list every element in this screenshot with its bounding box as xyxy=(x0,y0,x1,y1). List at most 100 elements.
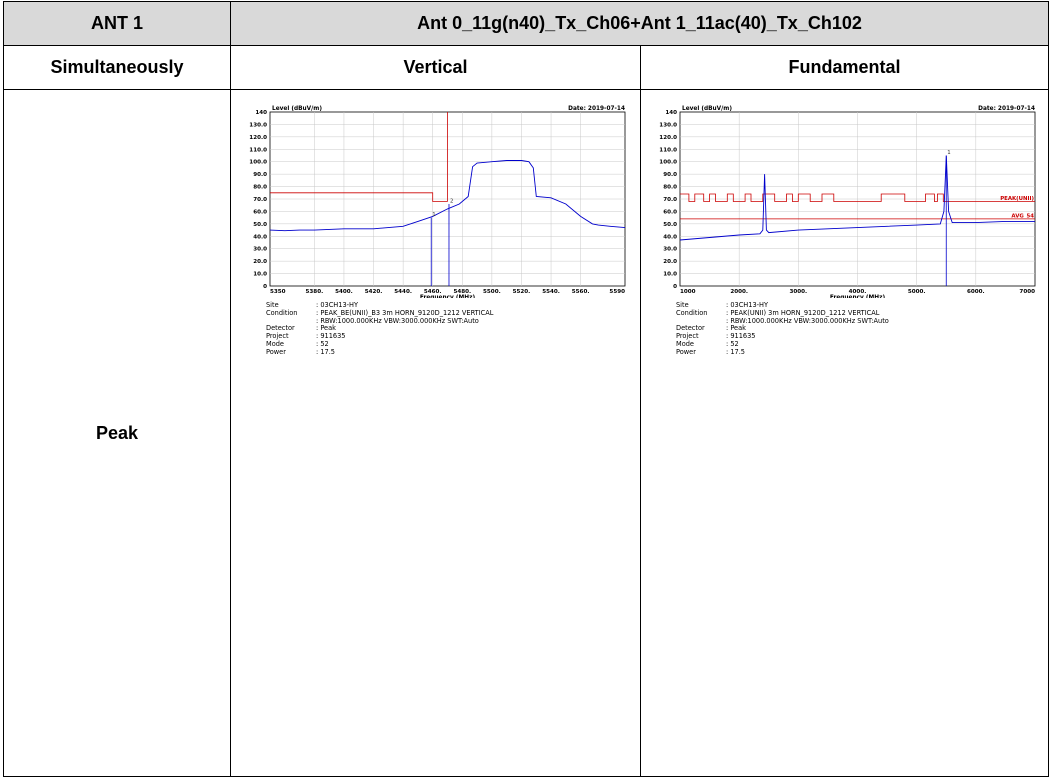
report-table: ANT 1 Ant 0_11g(n40)_Tx_Ch06+Ant 1_11ac(… xyxy=(3,1,1049,777)
x-tick-label: 5560. xyxy=(572,289,590,295)
y-tick-label: 10.0 xyxy=(663,272,677,278)
info-value: : RBW:1000.000KHz VBW:3000.000KHz SWT:Au… xyxy=(726,316,889,325)
x-tick-label: 5480. xyxy=(453,289,471,295)
x-tick-label: 5000. xyxy=(908,289,926,295)
info-row: Condition : PEAK(UNII) 3m HORN_9120D_1212… xyxy=(676,308,1045,318)
info-row: Site : 03CH13-HY xyxy=(266,301,635,310)
info-value: : 17.5 xyxy=(316,347,335,356)
plot-cell-fundamental: 0 10.0 20.0 30.0 40.0 50.0 60.0 70.0 80.0 90.0 100… xyxy=(640,89,1049,777)
y-tick-label: 50.0 xyxy=(253,222,267,228)
info-row: Power: 17.5 xyxy=(676,347,1045,357)
y-tick-label: 30.0 xyxy=(663,247,677,253)
limit-line xyxy=(270,192,448,202)
y-tick-label: 0 xyxy=(263,284,267,290)
y-tick-label: 120.0 xyxy=(659,135,677,141)
y-tick-label: 80.0 xyxy=(253,185,267,191)
subheader-row: Simultaneously Vertical Fundamental xyxy=(3,45,1049,90)
plot-vertical: 0 10.0 20.0 30.0 40.0 50.0 60.0 70.0 80.0 90.0 100… xyxy=(239,100,635,357)
x-tick-label: 5590 xyxy=(609,289,625,295)
measurement-trace xyxy=(679,155,1035,241)
subheader-fundamental: Fundamental xyxy=(640,45,1049,90)
info-key: Project xyxy=(266,332,289,341)
info-key: Condition xyxy=(266,308,298,317)
x-tick-label: 7000 xyxy=(1019,289,1035,295)
y-tick-label: 90.0 xyxy=(253,172,267,178)
chart-date: Date: 2019-07-14 xyxy=(978,106,1035,112)
y-tick-label: 130.0 xyxy=(249,122,267,128)
y-tick-label: 0 xyxy=(673,284,677,290)
info-value: : Peak xyxy=(726,324,746,333)
info-value: : 52 xyxy=(316,339,329,348)
y-tick-label: 120.0 xyxy=(249,135,267,141)
info-row: Project : 911635 xyxy=(266,332,635,341)
info-key: Site xyxy=(676,301,689,309)
x-tick-label: 5380. xyxy=(306,289,324,295)
info-key: Condition xyxy=(676,308,708,317)
limit-line xyxy=(680,193,1035,202)
measurement-trace xyxy=(269,160,626,232)
measurement-info-vertical: Site : 03CH13-HY Condition : PEAK_BE(UNII)_… xyxy=(266,301,635,357)
plot-cell-vertical: 0 10.0 20.0 30.0 40.0 50.0 60.0 70.0 80.0 90.0 100… xyxy=(230,89,641,777)
x-tick-label: 1000 xyxy=(680,289,696,295)
header-row: ANT 1 Ant 0_11g(n40)_Tx_Ch06+Ant 1_11ac(… xyxy=(3,1,1049,46)
x-axis-label: Frequency (MHz) xyxy=(830,295,886,298)
x-tick-label: 5500. xyxy=(483,289,501,295)
y-tick-label: 20.0 xyxy=(253,259,267,265)
y-axis-label: Level (dBuV/m) xyxy=(272,106,322,112)
info-value: : Peak xyxy=(316,324,336,333)
chart-vertical: 0 10.0 20.0 30.0 40.0 50.0 60.0 70.0 80.0 90.0 100… xyxy=(249,106,626,298)
y-tick-label: 140 xyxy=(255,110,267,116)
info-value: : 911635 xyxy=(726,332,756,341)
info-value: : 17.5 xyxy=(726,347,745,356)
info-row: : RBW:1000.000KHz VBW:3000.000KHz SWT:Au… xyxy=(266,317,635,326)
x-axis-label: Frequency (MHz) xyxy=(420,295,476,298)
info-row: : RBW:1000.000KHz VBW:3000.000KHz SWT:Au… xyxy=(676,316,1045,326)
x-tick-label: 5540. xyxy=(542,289,560,295)
subheader-simultaneously: Simultaneously xyxy=(3,45,231,90)
subheader-vertical: Vertical xyxy=(230,45,641,90)
info-value: : PEAK(UNII) 3m HORN_9120D_1212 VERTICAL xyxy=(726,308,880,317)
plot-fundamental: 0 10.0 20.0 30.0 40.0 50.0 60.0 70.0 80.0 90.0 100… xyxy=(649,100,1045,357)
x-tick-label: 6000. xyxy=(967,289,985,295)
y-tick-label: 70.0 xyxy=(663,197,677,203)
info-value: : 03CH13-HY xyxy=(316,301,359,309)
limit-line-label: PEAK(UNII) xyxy=(1000,196,1034,202)
info-key: Mode xyxy=(266,339,284,348)
y-tick-label: 110.0 xyxy=(659,147,677,153)
y-tick-label: 40.0 xyxy=(663,234,677,240)
y-tick-label: 140 xyxy=(665,110,677,116)
x-tick-label: 4000. xyxy=(849,289,867,295)
info-row: Condition : PEAK_BE(UNII)_B3 3m HORN_9120… xyxy=(266,308,635,318)
info-value: : 52 xyxy=(726,339,739,348)
y-tick-label: 130.0 xyxy=(659,122,677,128)
y-axis-label: Level (dBuV/m) xyxy=(682,106,732,112)
x-tick-label: 2000. xyxy=(730,289,748,295)
y-tick-label: 60.0 xyxy=(663,209,677,215)
row-label-peak: Peak xyxy=(3,89,231,777)
x-tick-label: 5440. xyxy=(394,289,412,295)
measurement-info-fundamental: Site : 03CH13-HY Condition : PEAK(UNII) 3m … xyxy=(676,301,1045,357)
x-tick-label: 3000. xyxy=(789,289,807,295)
info-value: : PEAK_BE(UNII)_B3 3m HORN_9120D_1212 VE… xyxy=(316,308,494,317)
y-tick-label: 100.0 xyxy=(249,160,267,166)
chart-fundamental: 0 10.0 20.0 30.0 40.0 50.0 60.0 70.0 80.0 90.0 100… xyxy=(659,106,1036,298)
info-row: Detector: Peak xyxy=(266,325,635,333)
x-tick-label: 5520. xyxy=(513,289,531,295)
info-value: : 03CH13-HY xyxy=(726,301,769,309)
y-tick-label: 110.0 xyxy=(249,147,267,153)
marker-label: 2 xyxy=(450,198,453,204)
header-test-mode: Ant 0_11g(n40)_Tx_Ch06+Ant 1_11ac(40)_Tx… xyxy=(230,1,1049,46)
info-key: Project xyxy=(676,332,699,341)
x-tick-label: 5400. xyxy=(335,289,353,295)
info-key: Mode xyxy=(676,339,694,348)
x-tick-label: 5420. xyxy=(365,289,383,295)
x-tick-label: 5460. xyxy=(424,289,442,295)
y-tick-label: 80.0 xyxy=(663,185,677,191)
y-tick-label: 100.0 xyxy=(659,160,677,166)
x-tick-label: 5350 xyxy=(270,289,286,295)
info-value: : 911635 xyxy=(316,332,346,341)
y-tick-label: 60.0 xyxy=(253,209,267,215)
y-tick-label: 40.0 xyxy=(253,234,267,240)
info-key: Site xyxy=(266,301,279,309)
peak-row: Peak 0 10.0 20.0 30.0 40.0 50.0 60.0 70.0 80.0 90… xyxy=(3,89,1049,777)
